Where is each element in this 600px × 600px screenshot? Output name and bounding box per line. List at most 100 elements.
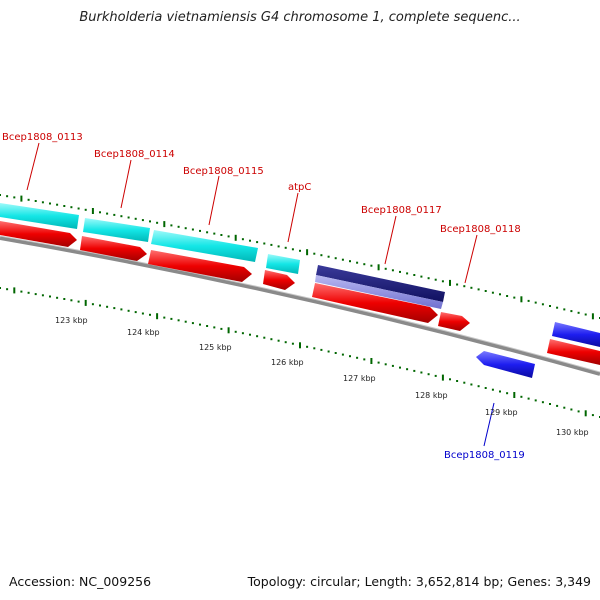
outer-minor-tick xyxy=(570,310,573,313)
inner-minor-tick xyxy=(56,296,59,299)
gene-label-bcep1808-0119[interactable]: Bcep1808_0119 xyxy=(444,450,525,461)
inner-minor-tick xyxy=(70,299,73,302)
inner-major-tick xyxy=(84,299,87,306)
inner-minor-tick xyxy=(391,364,394,367)
cds-atpc[interactable] xyxy=(266,254,300,274)
outer-minor-tick xyxy=(563,308,566,311)
inner-minor-tick xyxy=(356,356,359,359)
gene-label-atpc[interactable]: atpC xyxy=(288,182,311,193)
outer-minor-tick xyxy=(263,242,266,245)
leader-bcep1808-0117 xyxy=(384,215,397,265)
outer-minor-tick xyxy=(120,215,123,218)
outer-minor-tick xyxy=(241,238,244,241)
outer-minor-tick xyxy=(406,272,409,275)
outer-minor-tick xyxy=(27,198,30,201)
gene-bcep1808-0119[interactable] xyxy=(476,351,535,378)
inner-minor-tick xyxy=(406,368,409,371)
outer-minor-tick xyxy=(491,291,494,294)
outer-minor-tick xyxy=(127,216,130,219)
outer-minor-tick xyxy=(441,280,444,283)
scale-label-123kbp: 123 kbp xyxy=(55,316,88,325)
inner-minor-tick xyxy=(249,333,251,336)
outer-minor-tick xyxy=(141,219,144,222)
orf-6[interactable] xyxy=(438,312,470,331)
orf-7[interactable] xyxy=(547,339,600,365)
gene-label-bcep1808-0114[interactable]: Bcep1808_0114 xyxy=(94,149,175,160)
outer-minor-tick xyxy=(356,261,359,264)
topology-label: Topology: circular; Length: 3,652,814 bp… xyxy=(247,574,591,589)
inner-minor-tick xyxy=(106,305,109,308)
orf-5[interactable] xyxy=(312,283,438,323)
outer-minor-tick xyxy=(506,295,509,297)
gene-label-bcep1808-0115[interactable]: Bcep1808_0115 xyxy=(183,166,264,177)
gene-label-bcep1808-0118[interactable]: Bcep1808_0118 xyxy=(440,224,521,235)
inner-minor-tick xyxy=(334,352,337,354)
cds-bcep1808-0113[interactable] xyxy=(0,203,79,229)
gene-label-bcep1808-0117[interactable]: Bcep1808_0117 xyxy=(361,205,442,216)
orf-4[interactable] xyxy=(263,270,295,290)
cds-bcep1808-0115[interactable] xyxy=(151,230,258,262)
inner-minor-tick xyxy=(49,295,51,298)
outer-minor-tick xyxy=(549,305,551,307)
leader-atpc xyxy=(287,192,299,243)
outer-minor-tick xyxy=(456,283,459,286)
inner-major-tick xyxy=(584,410,587,417)
outer-major-tick xyxy=(449,279,451,286)
outer-minor-tick xyxy=(77,207,80,210)
inner-minor-tick xyxy=(341,353,344,356)
inner-minor-tick xyxy=(420,371,423,374)
outer-minor-tick xyxy=(384,267,387,270)
outer-minor-tick xyxy=(113,213,116,216)
inner-minor-tick xyxy=(320,348,323,351)
leader-bcep1808-0115 xyxy=(208,175,220,226)
outer-minor-tick xyxy=(156,221,159,224)
inner-minor-tick xyxy=(327,350,330,353)
outer-minor-tick xyxy=(99,211,101,214)
inner-minor-tick xyxy=(34,293,37,296)
inner-minor-tick xyxy=(256,335,259,338)
inner-minor-tick xyxy=(413,369,416,372)
inner-minor-tick xyxy=(27,291,30,294)
orf-2[interactable] xyxy=(80,236,147,261)
outer-minor-tick xyxy=(363,263,366,266)
gene-label-bcep1808-0113[interactable]: Bcep1808_0113 xyxy=(2,132,83,143)
leader-bcep1808-0118 xyxy=(464,234,478,284)
backbone-line xyxy=(0,236,600,376)
cds-bcep1808-0117-top[interactable] xyxy=(316,265,445,302)
outer-minor-tick xyxy=(184,227,187,230)
outer-major-tick xyxy=(377,264,380,271)
cds-bcep1808-0114[interactable] xyxy=(83,218,150,242)
inner-minor-tick xyxy=(349,355,351,358)
inner-minor-tick xyxy=(163,316,166,319)
cds-bcep1808-0117-bottom[interactable] xyxy=(315,275,443,309)
orf-1[interactable] xyxy=(0,221,77,247)
inner-minor-tick xyxy=(477,385,480,388)
outer-major-tick xyxy=(20,195,23,202)
inner-minor-tick xyxy=(384,363,387,366)
accession-label: Accession: NC_009256 xyxy=(9,574,152,589)
scale-label-130kbp: 130 kbp xyxy=(556,428,589,437)
inner-minor-tick xyxy=(434,374,437,377)
leader-bcep1808-0113 xyxy=(26,142,40,191)
inner-minor-tick xyxy=(306,345,309,348)
outer-minor-tick xyxy=(327,255,330,258)
outer-minor-tick xyxy=(320,254,323,257)
inner-minor-tick xyxy=(313,347,316,350)
inner-minor-tick xyxy=(149,313,151,316)
inner-minor-tick xyxy=(213,326,216,329)
orf-3[interactable] xyxy=(148,250,252,282)
scale-label-125kbp: 125 kbp xyxy=(199,343,232,352)
scale-label-126kbp: 126 kbp xyxy=(271,358,304,367)
inner-minor-tick xyxy=(234,330,237,333)
inner-minor-tick xyxy=(141,312,144,315)
inner-minor-tick xyxy=(527,397,530,400)
outer-major-tick xyxy=(91,208,94,214)
outer-tick-ring xyxy=(0,194,600,320)
inner-minor-tick xyxy=(113,307,116,310)
inner-minor-tick xyxy=(0,287,1,289)
outer-minor-tick xyxy=(270,243,273,246)
inner-minor-tick xyxy=(577,410,580,413)
outer-minor-tick xyxy=(584,313,587,316)
gene-right-forward[interactable] xyxy=(552,322,600,347)
